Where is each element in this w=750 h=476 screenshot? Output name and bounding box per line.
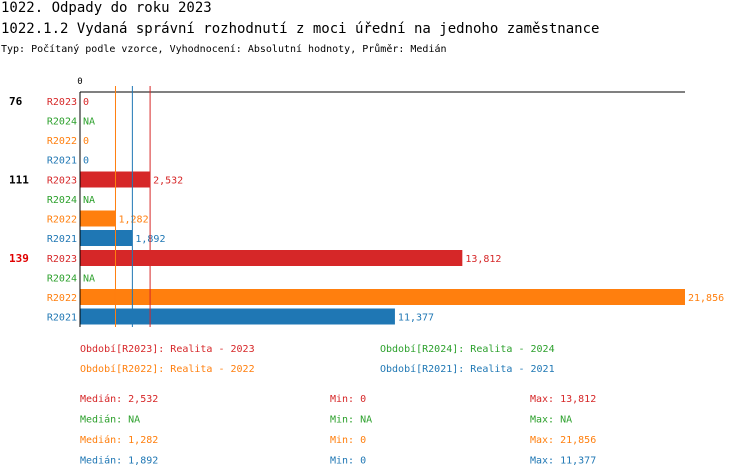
bar [80,289,685,305]
data-label: 21,856 [688,293,724,304]
stat-median: Medián: 1,282 [80,434,158,446]
stat-median: Medián: 1,892 [80,455,158,467]
chart-subtitle: 1022.1.2 Vydaná správní rozhodnutí z moc… [1,21,600,37]
axis-zero-label: 0 [77,77,82,87]
row-series-label: R2021 [47,234,77,245]
row-series-label: R2022 [47,293,77,304]
bar [80,308,395,325]
data-label: NA [83,117,95,128]
bar [80,230,133,246]
legend-entry: Období[R2022]: Realita - 2022 [80,363,255,375]
data-label: NA [83,195,95,206]
stat-min: Min: 0 [330,435,366,446]
data-label: 0 [83,136,89,147]
row-series-label: R2023 [47,176,77,187]
group-label: 111 [9,174,29,187]
stat-min: Min: 0 [330,394,366,405]
stat-max: Max: 21,856 [530,435,596,446]
stat-max: Max: 11,377 [530,456,596,467]
data-label: NA [83,274,95,285]
legend-entry: Období[R2023]: Realita - 2023 [80,343,255,355]
row-series-label: R2021 [47,156,77,167]
legend-entry: Období[R2024]: Realita - 2024 [380,343,555,355]
data-label: 0 [83,97,89,108]
group-label: 76 [9,95,23,108]
chart-title: 1022. Odpady do roku 2023 [1,0,212,16]
row-series-label: R2024 [47,195,77,206]
group-label: 139 [9,252,29,265]
bar [80,250,463,266]
row-series-label: R2021 [47,313,77,324]
data-label: 13,812 [465,254,501,265]
row-series-label: R2023 [47,97,77,108]
data-label: 11,377 [398,313,434,324]
stat-min: Min: 0 [330,456,366,467]
bar [80,210,116,227]
stat-median: Medián: NA [80,414,140,426]
chart-info: Typ: Počítaný podle vzorce, Vyhodnocení:… [1,44,447,55]
row-series-label: R2023 [47,254,77,265]
row-series-label: R2024 [47,274,77,285]
stat-min: Min: NA [330,415,372,426]
stat-median: Medián: 2,532 [80,393,158,405]
row-series-label: R2022 [47,136,77,147]
row-series-label: R2024 [47,117,77,128]
stat-max: Max: NA [530,415,572,426]
data-label: 2,532 [153,176,183,187]
data-label: 0 [83,156,89,167]
data-label: 1,282 [118,215,148,226]
legend-entry: Období[R2021]: Realita - 2021 [380,363,555,375]
row-series-label: R2022 [47,215,77,226]
stat-max: Max: 13,812 [530,394,596,405]
